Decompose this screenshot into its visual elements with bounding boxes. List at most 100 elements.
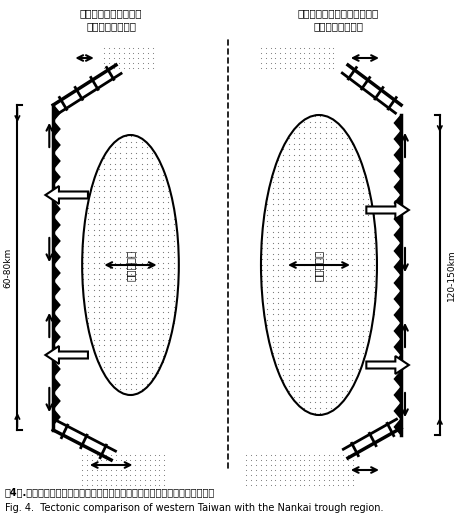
Point [280, 370, 287, 379]
Point [322, 332, 330, 340]
Point [95, 170, 103, 179]
Point [359, 211, 367, 219]
Point [365, 216, 372, 225]
Point [327, 277, 335, 285]
Point [354, 288, 361, 296]
Point [90, 275, 97, 283]
Point [127, 390, 135, 399]
Point [286, 44, 294, 52]
Point [280, 161, 287, 170]
Point [111, 187, 119, 195]
Point [354, 255, 361, 263]
Point [134, 54, 142, 62]
Point [247, 471, 255, 479]
Point [330, 481, 337, 489]
Point [365, 321, 372, 329]
Point [306, 194, 314, 203]
Point [277, 456, 284, 464]
Point [311, 310, 319, 318]
Point [354, 304, 361, 313]
Point [291, 456, 298, 464]
Point [333, 398, 340, 406]
Point [343, 194, 351, 203]
Point [132, 242, 140, 250]
Point [295, 255, 303, 263]
Point [359, 348, 367, 357]
Point [101, 269, 108, 278]
Point [338, 354, 345, 362]
Point [290, 249, 298, 258]
Point [116, 374, 124, 382]
Point [269, 189, 276, 197]
Point [127, 451, 134, 459]
Point [344, 481, 352, 489]
Point [132, 335, 140, 344]
Point [116, 313, 124, 322]
Point [327, 403, 335, 412]
Point [370, 238, 377, 247]
Point [290, 238, 298, 247]
Point [116, 352, 124, 360]
Point [310, 456, 318, 464]
Point [90, 187, 97, 195]
Point [106, 220, 114, 228]
Point [295, 370, 303, 379]
Point [269, 238, 276, 247]
Point [98, 476, 105, 484]
Point [156, 456, 163, 464]
Point [122, 456, 130, 464]
Point [106, 187, 114, 195]
Point [316, 183, 324, 192]
Point [338, 304, 345, 313]
Point [149, 280, 156, 289]
Point [93, 451, 100, 459]
Point [85, 297, 92, 305]
Point [269, 183, 276, 192]
Point [110, 59, 118, 67]
Point [359, 293, 367, 302]
Point [301, 178, 308, 186]
Point [138, 198, 145, 206]
Point [280, 321, 287, 329]
Point [301, 117, 308, 126]
Point [267, 59, 274, 67]
Point [85, 269, 92, 278]
Point [285, 282, 292, 291]
Point [349, 370, 356, 379]
Point [354, 260, 361, 269]
Point [333, 304, 340, 313]
Point [127, 471, 134, 479]
Point [132, 247, 140, 256]
Point [258, 249, 266, 258]
Point [311, 370, 319, 379]
Point [338, 216, 345, 225]
Point [322, 359, 330, 368]
Point [349, 271, 356, 280]
Point [338, 200, 345, 208]
Point [272, 64, 279, 72]
Point [267, 64, 274, 72]
Point [327, 178, 335, 186]
Point [343, 172, 351, 181]
Point [295, 354, 303, 362]
Point [111, 368, 119, 377]
Point [90, 247, 97, 256]
Point [101, 341, 108, 349]
Point [95, 297, 103, 305]
Point [274, 266, 282, 274]
Point [159, 324, 166, 333]
Point [257, 481, 265, 489]
Point [281, 44, 289, 52]
Point [138, 341, 145, 349]
Point [281, 49, 289, 57]
Point [149, 154, 156, 162]
Point [333, 365, 340, 373]
Point [349, 178, 356, 186]
Point [79, 258, 87, 267]
Point [295, 172, 303, 181]
Point [269, 277, 276, 285]
Point [85, 286, 92, 294]
Point [132, 203, 140, 212]
Point [311, 343, 319, 351]
Point [138, 154, 145, 162]
